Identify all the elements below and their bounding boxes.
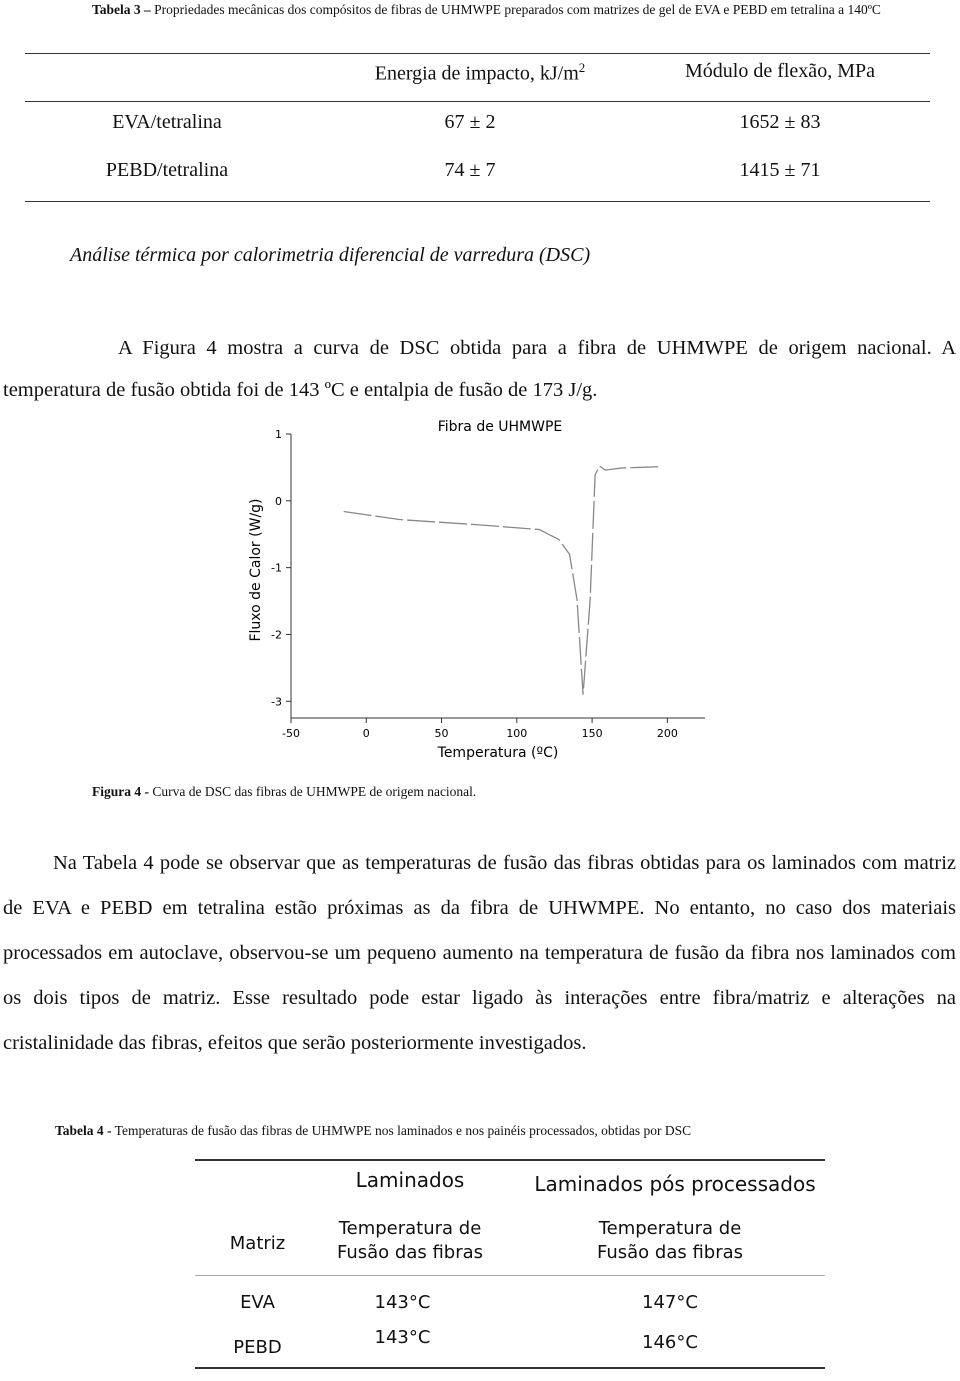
col-header: Energia de impacto, kJ/m2 [330,60,630,86]
group-header: Laminados pós processados [534,1172,816,1196]
chart-title: Fibra de UHMWPE [438,419,563,435]
caption-text: Propriedades mecânicas dos compósitos de… [154,2,881,17]
col-header: Módulo de flexão, MPa [630,60,930,83]
section-heading: Análise térmica por calorimetria diferen… [70,244,591,266]
cell: 67 ± 2 [444,111,496,133]
paragraph: Na Tabela 4 pode se observar que as temp… [3,852,956,1054]
cell: 1415 ± 71 [739,159,821,181]
col-header: Temperatura de Fusão das fibras [596,1218,744,1263]
paragraph: A Figura 4 mostra a curva de DSC obtida … [3,337,956,401]
table-caption: Tabela 4 - Temperaturas de fusão das fib… [55,1119,691,1142]
cell: 147°C [642,1292,698,1313]
rule [25,101,930,102]
col-header: Temperatura de Fusão das fibras [336,1218,484,1263]
y-tick-label: -3 [271,695,282,708]
cell: 1652 ± 83 [739,111,821,133]
header-sup: 2 [578,60,586,75]
cell: PEBD [233,1337,282,1358]
x-tick-label: 200 [657,727,678,740]
x-axis-label: Temperatura (ºC) [437,745,559,761]
rule [195,1159,825,1161]
y-tick-label: 1 [275,428,282,441]
rule [25,201,930,202]
header-text: Módulo de flexão, MPa [685,60,875,82]
x-tick-label: 0 [363,727,370,740]
rule [25,53,930,54]
caption-text: Temperaturas de fusão das fibras de UHMW… [114,1123,692,1138]
x-tick-label: 50 [435,727,449,740]
cell: 143°C [374,1327,431,1348]
caption-text: Curva de DSC das fibras de UHMWPE de ori… [152,784,477,799]
x-tick-label: 100 [506,727,527,740]
caption-label: Tabela 4 - [55,1123,112,1138]
cell: 74 ± 7 [444,159,496,181]
cell: PEBD/tetralina [105,159,229,181]
cell: EVA [240,1292,275,1313]
x-tick-label: 150 [582,727,603,740]
header-text: Energia de impacto, kJ/m [374,62,579,85]
caption-label: Tabela 3 – [92,2,151,17]
rule [195,1367,825,1369]
caption-label: Figura 4 - [92,784,149,799]
cell: EVA/tetralina [112,111,222,133]
table-caption: Tabela 3 – Propriedades mecânicas dos co… [3,0,918,21]
dsc-curve [343,465,659,695]
y-tick-label: -1 [271,562,282,575]
cell: 143°C [374,1292,431,1313]
x-tick-label: -50 [282,727,300,740]
rule [195,1275,825,1276]
chart: Fibra de UHMWPE Temperatura (ºC) Fluxo d… [248,419,705,761]
y-tick-label: 0 [275,495,282,508]
figure-caption: Figura 4 - Curva de DSC das fibras de UH… [92,780,476,803]
y-tick-label: -2 [271,628,282,641]
col-header: Matriz [229,1233,286,1254]
cell: 146°C [642,1332,698,1353]
y-axis-label: Fluxo de Calor (W/g) [248,498,264,641]
group-header: Laminados [355,1168,465,1192]
